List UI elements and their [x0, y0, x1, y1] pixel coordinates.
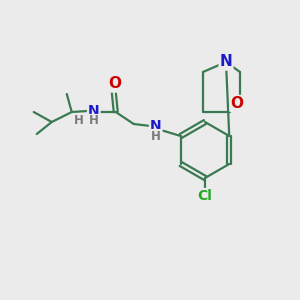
Text: H: H	[89, 115, 99, 128]
Text: N: N	[150, 119, 162, 133]
Text: H: H	[74, 115, 84, 128]
Text: N: N	[88, 104, 100, 118]
Text: O: O	[230, 96, 244, 111]
Text: Cl: Cl	[198, 189, 212, 203]
Text: H: H	[151, 130, 161, 142]
Text: O: O	[108, 76, 121, 92]
Text: N: N	[220, 55, 232, 70]
